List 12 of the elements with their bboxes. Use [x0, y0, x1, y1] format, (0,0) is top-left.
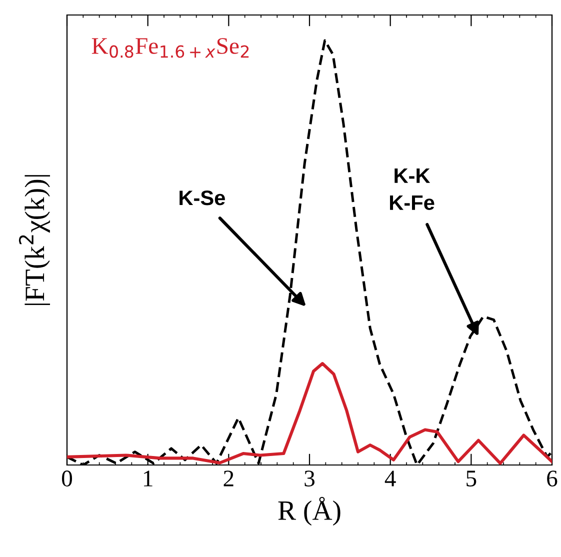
x-axis-title: R (Å)	[278, 496, 340, 526]
annotation: K-K K-Fe	[390, 168, 434, 210]
x-tick-label: 0	[62, 470, 72, 486]
y-axis-title: |FT(k$^{2}$χ(k))|	[18, 175, 50, 305]
x-tick-label: 6	[547, 470, 558, 486]
x-tick-label: 1	[144, 470, 152, 486]
annotation: K-Se	[180, 190, 225, 206]
x-tick-label: 2	[224, 470, 234, 486]
x-tick-label: 5	[466, 470, 476, 486]
x-tick-label: 4	[384, 470, 396, 486]
text: K$_{0.8}$Fe$_{1.6+x}$Se$_{2}$	[92, 38, 249, 58]
x-tick-label: 3	[304, 470, 314, 486]
